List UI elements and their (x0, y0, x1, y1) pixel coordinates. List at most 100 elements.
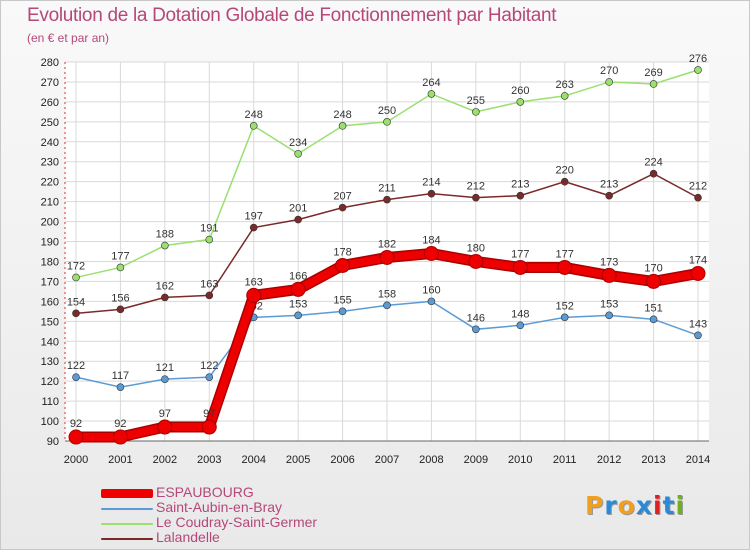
logo-letter: x (635, 491, 653, 520)
data-label-lalandelle: 156 (111, 292, 129, 304)
data-label-le-coudray-saint-germer: 270 (600, 65, 618, 77)
data-label-lalandelle: 213 (600, 179, 618, 191)
data-point-espaubourg (68, 429, 84, 445)
data-point-saint-aubin-en-bray (694, 331, 702, 340)
y-tick-label: 210 (41, 197, 59, 209)
data-point-lalandelle (516, 191, 525, 200)
data-point-espaubourg (112, 429, 128, 445)
data-point-le-coudray-saint-germer (383, 118, 391, 126)
data-point-saint-aubin-en-bray (649, 315, 658, 324)
data-point-le-coudray-saint-germer (338, 122, 347, 130)
data-point-lalandelle (605, 191, 613, 200)
data-label-espaubourg: 174 (689, 254, 707, 266)
data-label-lalandelle: 163 (200, 278, 218, 290)
data-label-le-coudray-saint-germer: 172 (67, 260, 85, 272)
x-tick-label: 2014 (686, 454, 710, 466)
data-label-espaubourg: 173 (600, 256, 618, 268)
x-tick-label: 2005 (286, 454, 310, 466)
data-label-le-coudray-saint-germer: 177 (111, 250, 129, 262)
data-point-saint-aubin-en-bray (294, 311, 302, 320)
logo-letter: r (604, 491, 618, 520)
data-label-espaubourg: 92 (70, 418, 82, 430)
data-label-lalandelle: 213 (511, 179, 529, 191)
data-point-saint-aubin-en-bray (516, 321, 525, 330)
y-tick-label: 120 (41, 376, 59, 388)
data-label-lalandelle: 220 (556, 165, 574, 177)
legend-label: Lalandelle (156, 529, 220, 545)
data-point-espaubourg (690, 265, 706, 281)
data-point-espaubourg (246, 287, 262, 303)
data-label-saint-aubin-en-bray: 153 (289, 298, 307, 310)
x-tick-label: 2002 (153, 454, 177, 466)
data-point-saint-aubin-en-bray (72, 373, 80, 381)
data-label-saint-aubin-en-bray: 143 (689, 318, 707, 330)
y-tick-label: 200 (41, 217, 59, 229)
data-label-le-coudray-saint-germer: 248 (245, 109, 263, 121)
y-tick-label: 250 (41, 117, 59, 129)
data-point-espaubourg (201, 419, 217, 435)
data-label-le-coudray-saint-germer: 260 (511, 85, 529, 97)
data-label-espaubourg: 180 (467, 242, 485, 254)
legend-swatch (101, 523, 153, 525)
data-label-le-coudray-saint-germer: 255 (467, 95, 485, 107)
data-point-lalandelle (383, 195, 391, 204)
data-point-espaubourg (557, 259, 573, 275)
data-label-espaubourg: 178 (333, 246, 351, 258)
y-tick-label: 140 (41, 336, 59, 348)
data-point-espaubourg (335, 257, 351, 273)
x-tick-label: 2011 (553, 454, 577, 466)
data-label-saint-aubin-en-bray: 122 (67, 360, 85, 372)
data-point-espaubourg (601, 267, 617, 283)
data-label-le-coudray-saint-germer: 248 (333, 109, 351, 121)
legend-swatch (101, 538, 153, 540)
x-tick-label: 2009 (464, 454, 488, 466)
legend-swatch (101, 508, 153, 510)
x-tick-label: 2003 (197, 454, 221, 466)
data-label-saint-aubin-en-bray: 158 (378, 288, 396, 300)
data-point-le-coudray-saint-germer (694, 66, 702, 74)
y-tick-label: 280 (41, 57, 59, 69)
data-label-espaubourg: 97 (203, 408, 215, 420)
data-point-espaubourg (646, 273, 662, 289)
data-point-le-coudray-saint-germer (427, 90, 436, 98)
data-label-lalandelle: 211 (378, 183, 396, 195)
legend-label: ESPAUBOURG (156, 484, 254, 500)
data-label-espaubourg: 177 (511, 248, 529, 260)
x-tick-label: 2013 (641, 454, 665, 466)
data-point-espaubourg (468, 253, 484, 269)
data-label-saint-aubin-en-bray: 146 (467, 312, 485, 324)
data-point-lalandelle (338, 203, 347, 212)
data-label-espaubourg: 177 (556, 248, 574, 260)
y-tick-label: 150 (41, 316, 59, 328)
data-label-le-coudray-saint-germer: 191 (200, 223, 218, 235)
data-point-lalandelle (116, 305, 125, 314)
logo-letter: i (675, 491, 686, 520)
data-point-saint-aubin-en-bray (161, 375, 169, 383)
data-label-saint-aubin-en-bray: 148 (511, 308, 529, 320)
data-label-saint-aubin-en-bray: 153 (600, 298, 618, 310)
data-point-saint-aubin-en-bray (383, 301, 391, 310)
data-label-le-coudray-saint-germer: 269 (644, 67, 662, 79)
data-label-lalandelle: 224 (644, 157, 662, 169)
x-tick-label: 2008 (419, 454, 443, 466)
logo-letter: o (617, 491, 636, 520)
y-tick-label: 190 (41, 237, 59, 249)
data-point-saint-aubin-en-bray (338, 307, 347, 316)
x-tick-label: 2007 (375, 454, 399, 466)
y-tick-label: 90 (47, 436, 59, 448)
data-label-espaubourg: 163 (245, 276, 263, 288)
data-point-le-coudray-saint-germer (205, 235, 214, 244)
data-point-le-coudray-saint-germer (161, 241, 169, 250)
data-label-lalandelle: 207 (333, 191, 351, 203)
data-label-espaubourg: 166 (289, 270, 307, 282)
data-label-le-coudray-saint-germer: 250 (378, 105, 396, 117)
data-label-le-coudray-saint-germer: 264 (422, 77, 440, 89)
data-point-le-coudray-saint-germer (294, 149, 302, 158)
data-point-lalandelle (205, 291, 214, 300)
data-label-espaubourg: 182 (378, 238, 396, 250)
data-label-saint-aubin-en-bray: 155 (333, 294, 351, 306)
data-label-saint-aubin-en-bray: 152 (556, 300, 574, 312)
y-tick-label: 180 (41, 256, 59, 268)
